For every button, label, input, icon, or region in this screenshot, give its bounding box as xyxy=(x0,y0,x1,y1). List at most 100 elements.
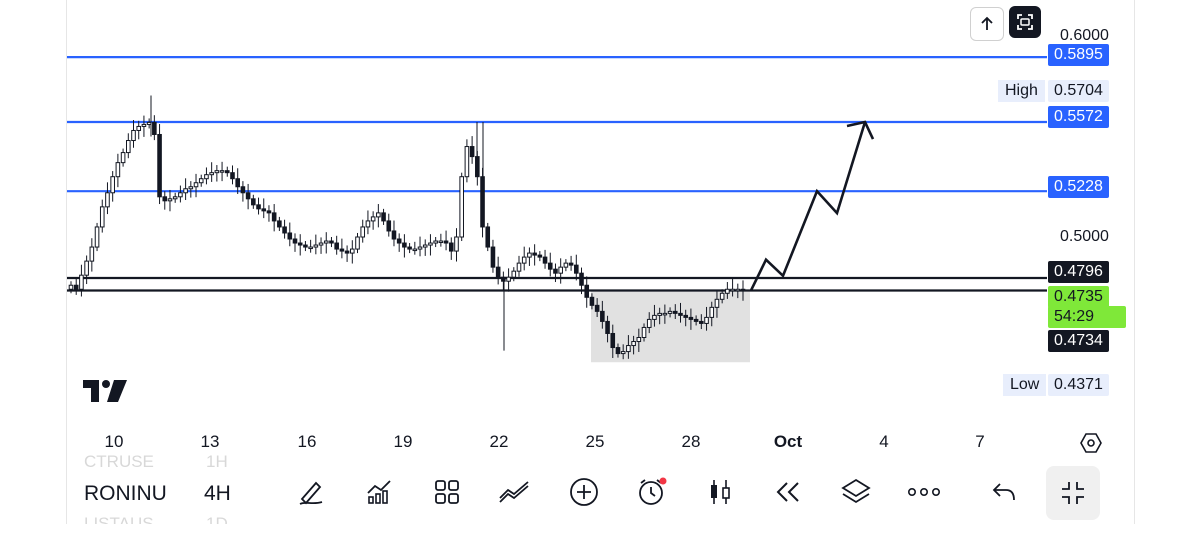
fullscreen-button[interactable] xyxy=(1009,6,1041,38)
candle-body xyxy=(579,272,584,286)
candle-body xyxy=(506,276,511,282)
countdown-label: 54:29 xyxy=(1048,306,1126,328)
candle-body xyxy=(381,212,386,222)
candle-body xyxy=(360,226,366,238)
level-label-5228: 0.5228 xyxy=(1048,176,1109,198)
candle-body xyxy=(527,252,532,258)
candle-body xyxy=(235,178,240,188)
pen-icon xyxy=(299,481,323,505)
candle-body xyxy=(370,216,376,222)
candle-body xyxy=(547,262,553,270)
x-tick-22: 22 xyxy=(489,432,509,451)
alert-button[interactable] xyxy=(632,474,672,510)
candle-body xyxy=(516,262,522,272)
chart-type-button[interactable] xyxy=(700,474,740,510)
high-value-label: 0.5704 xyxy=(1048,80,1109,102)
x-tick-10: 10 xyxy=(104,432,124,451)
add-button[interactable] xyxy=(564,474,604,510)
trend-lines-icon xyxy=(499,481,529,503)
interval-button[interactable]: 4H xyxy=(204,482,231,505)
candle-body xyxy=(584,284,590,298)
candle-body xyxy=(79,274,84,290)
low-tag: Low xyxy=(1003,374,1047,396)
collapse-button[interactable] xyxy=(1046,466,1100,520)
x-tick-19: 19 xyxy=(393,432,413,451)
candle-body xyxy=(464,146,470,178)
layers-button[interactable] xyxy=(836,474,876,510)
ghost-symbol-above: CTRUSE xyxy=(84,452,154,471)
chart-frame[interactable]: 0.6000 0.5895 High 0.5704 0.5572 0.5228 … xyxy=(66,0,1135,524)
level-label-4796: 0.4796 xyxy=(1048,261,1109,283)
candle-body xyxy=(719,292,725,300)
candle-body xyxy=(73,284,79,290)
replay-button[interactable] xyxy=(768,474,808,510)
candle-body xyxy=(178,192,183,198)
ghost-tf-above: 1H xyxy=(206,452,228,471)
candle-body xyxy=(219,170,225,173)
candle-body xyxy=(574,264,579,274)
candle-body xyxy=(303,244,308,248)
bottom-toolbar: CTRUSE 1H RONINU 4H LISTAUS 1D xyxy=(66,452,1133,524)
candle-body xyxy=(672,310,678,314)
candle-body xyxy=(730,288,735,292)
layout-button[interactable] xyxy=(427,474,467,510)
candle-body xyxy=(146,121,152,125)
candle-body xyxy=(688,316,694,320)
level-label-4734: 0.4734 xyxy=(1048,330,1109,352)
symbol-button[interactable]: RONINU xyxy=(84,482,167,505)
more-button[interactable] xyxy=(904,474,944,510)
range-zone-box xyxy=(591,290,750,363)
candle-body xyxy=(542,256,548,264)
candle-body xyxy=(94,226,100,248)
indicators-button[interactable] xyxy=(359,474,399,510)
candle-body xyxy=(198,178,204,184)
candle-body xyxy=(594,304,600,312)
scroll-up-button[interactable] xyxy=(970,7,1004,41)
candle-body xyxy=(428,242,433,246)
candle-body xyxy=(183,188,188,194)
candle-body xyxy=(402,242,407,248)
candle-body xyxy=(204,174,209,180)
ghost-symbol-below: LISTAUS xyxy=(84,514,154,524)
candle-body xyxy=(152,121,157,135)
candle-body xyxy=(568,262,574,266)
settings-hexagon-icon[interactable] xyxy=(1080,432,1102,454)
current-price-label: 0.4735 xyxy=(1048,286,1109,308)
candle-body xyxy=(224,170,230,174)
candle-body xyxy=(376,212,381,218)
axis-label-0600: 0.6000 xyxy=(1060,27,1109,44)
candle-body xyxy=(636,337,642,343)
more-icon xyxy=(907,487,940,497)
candle-body xyxy=(271,212,277,222)
candle-body xyxy=(714,298,720,308)
candle-body xyxy=(105,192,110,208)
candle-body xyxy=(266,210,272,214)
candle-body xyxy=(334,242,339,250)
candle-body xyxy=(172,196,178,200)
candle-body xyxy=(407,246,412,250)
candle-body xyxy=(412,248,418,252)
drawing-button[interactable] xyxy=(291,474,331,510)
candle-body xyxy=(214,170,220,174)
candle-body xyxy=(287,232,293,240)
candle-body xyxy=(699,320,704,324)
x-tick-7: 7 xyxy=(975,432,985,451)
candle-body xyxy=(735,288,741,292)
candle-body xyxy=(261,208,267,212)
candle-body xyxy=(704,316,709,324)
chart-canvas[interactable] xyxy=(67,0,1134,462)
alarm-icon xyxy=(639,477,667,505)
candle-body xyxy=(469,146,475,158)
candle-body xyxy=(620,351,626,355)
candle-body xyxy=(251,198,256,206)
candle-body xyxy=(615,347,621,355)
candle-body xyxy=(454,236,459,252)
candle-body xyxy=(678,312,683,316)
low-value-label: 0.4371 xyxy=(1048,374,1109,396)
high-tag: High xyxy=(998,80,1045,102)
candle-body xyxy=(589,296,595,306)
candle-body xyxy=(725,288,730,294)
undo-button[interactable] xyxy=(984,474,1024,510)
compare-button[interactable] xyxy=(495,474,535,510)
candle-body xyxy=(443,240,449,244)
